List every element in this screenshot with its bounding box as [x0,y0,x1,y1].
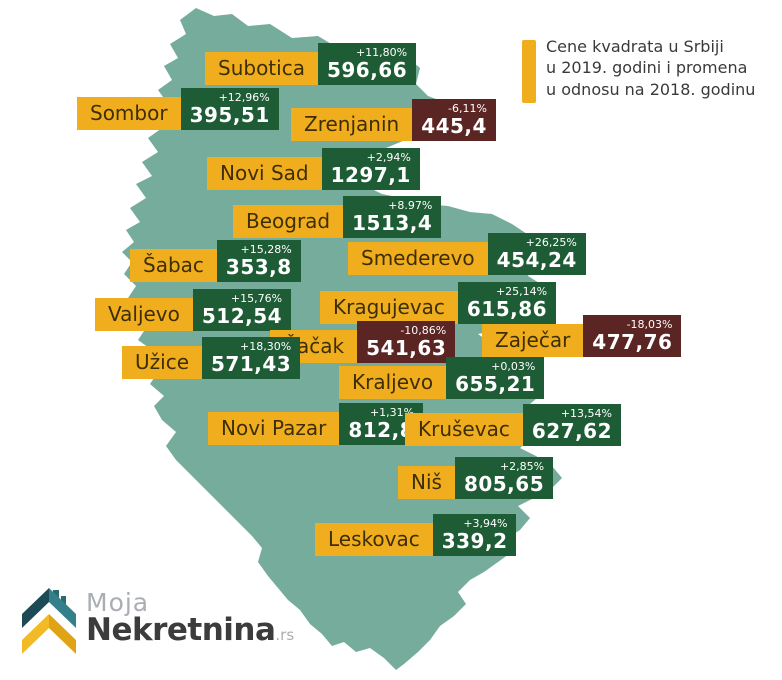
city-change-percent: +18,30% [240,340,292,353]
city-label-sombor: Sombor +12,96% 395,51 [77,88,279,131]
city-value-box: +3,94% 339,2 [432,514,517,557]
city-change-percent: +12,96% [218,91,270,104]
city-name: Zrenjanin [291,108,413,142]
city-price: 596,66 [326,58,408,83]
city-change-percent: +15,76% [230,292,283,305]
city-name: Subotica [205,52,318,86]
city-price: 1297,1 [330,163,411,188]
logo-tld: .rs [275,626,295,644]
city-change-percent: -6,11% [448,102,487,115]
city-price: 655,21 [455,372,536,397]
city-value-box: +2,85% 805,65 [454,457,554,500]
city-label-u-ice: Užice +18,30% 571,43 [122,337,301,380]
legend-line-2: u 2019. godini i promena [546,58,748,78]
city-name: Kragujevac [320,291,458,325]
city-change-percent: +15,28% [240,243,292,256]
legend: Cene kvadrata u Srbiji u 2019. godini i … [522,36,755,103]
city-value-box: -18,03% 477,76 [583,315,682,358]
legend-line-3: u odnosu na 2018. godinu [546,79,756,99]
city-price: 454,24 [496,248,577,273]
city-value-box: +15,76% 512,54 [192,289,292,332]
city-price: 615,86 [466,297,548,322]
city-label-novi-pazar: Novi Pazar +1,31% 812,8 [208,403,424,446]
city-value-box: +15,28% 353,8 [216,240,301,283]
city-label-novi-sad: Novi Sad +2,94% 1297,1 [207,148,420,191]
city-value-box: +13,54% 627,62 [522,404,622,447]
city-name: Šabac [130,249,217,283]
city-value-box: +2,94% 1297,1 [321,148,420,191]
city-name: Beograd [233,205,344,239]
city-change-percent: -10,86% [400,324,447,337]
city-value-box: +18,30% 571,43 [202,337,301,380]
city-label-zrenjanin: Zrenjanin -6,11% 445,4 [291,99,496,142]
city-change-percent: +3,94% [463,517,508,530]
city-price: 353,8 [225,255,292,280]
house-chevron-logo-icon [22,588,76,654]
logo-word-moja: Moja [86,588,150,617]
city-change-percent: +2,85% [499,460,545,473]
city-price: 1513,4 [352,211,433,236]
city-label-ni-: Niš +2,85% 805,65 [398,457,554,500]
city-name: Sombor [77,97,181,131]
city-label-kraljevo: Kraljevo +0,03% 655,21 [339,357,545,400]
city-change-percent: +11,80% [355,46,408,59]
logo-word-nekretnina: Nekretnina [86,612,276,648]
city-value-box: -6,11% 445,4 [412,99,496,142]
city-price: 541,63 [366,336,447,361]
city-name: Novi Pazar [208,412,340,446]
city-price: 477,76 [592,330,673,355]
city-value-box: -10,86% 541,63 [357,321,456,364]
city-change-percent: +26,25% [525,236,577,249]
city-label-leskovac: Leskovac +3,94% 339,2 [315,514,517,557]
city-name: Niš [398,466,455,500]
logo-wordmark: Moja Nekretnina.rs [86,586,294,646]
city-label-valjevo: Valjevo +15,76% 512,54 [95,289,292,332]
city-label-zaje-ar: Zaječar -18,03% 477,76 [482,315,682,358]
city-change-percent: +13,54% [560,407,613,420]
city-label-smederevo: Smederevo +26,25% 454,24 [348,233,586,276]
city-label-beograd: Beograd +8.97% 1513,4 [233,196,442,239]
city-change-percent: +25,14% [495,285,548,298]
city-name: Smederevo [348,242,488,276]
city-name: Zaječar [482,324,584,358]
city-label-subotica: Subotica +11,80% 596,66 [205,43,417,86]
city-name: Valjevo [95,298,193,332]
city-value-box: +8.97% 1513,4 [343,196,442,239]
city-price: 571,43 [211,352,292,377]
city-label-kragujevac: Kragujevac +25,14% 615,86 [320,282,557,325]
city-name: Kruševac [405,413,523,447]
city-change-percent: +0,03% [491,360,536,373]
city-name: Užice [122,346,202,380]
city-value-box: +25,14% 615,86 [457,282,557,325]
city-change-percent: +8.97% [388,199,433,212]
legend-swatch-icon [522,40,536,103]
city-value-box: +26,25% 454,24 [487,233,586,276]
city-name: Kraljevo [339,366,447,400]
city-name: Novi Sad [207,157,322,191]
city-change-percent: -18,03% [626,318,673,331]
city-price: 512,54 [201,304,283,329]
city-price: 812,8 [348,418,415,443]
moja-nekretnina-logo: Moja Nekretnina.rs [20,586,294,656]
city-price: 339,2 [441,529,508,554]
city-label-kru-evac: Kruševac +13,54% 627,62 [405,404,622,447]
city-price: 445,4 [421,114,487,139]
city-price: 805,65 [463,472,545,497]
legend-line-1: Cene kvadrata u Srbiji [546,37,724,56]
city-price: 627,62 [531,419,613,444]
city-value-box: +0,03% 655,21 [446,357,545,400]
legend-title: Cene kvadrata u Srbiji u 2019. godini i … [546,36,755,103]
city-name: Leskovac [315,523,433,557]
city-change-percent: +1,31% [369,406,415,419]
city-label--abac: Šabac +15,28% 353,8 [130,240,301,283]
city-value-box: +12,96% 395,51 [180,88,279,131]
city-change-percent: +2,94% [366,151,411,164]
city-value-box: +11,80% 596,66 [317,43,417,86]
city-price: 395,51 [189,103,270,128]
